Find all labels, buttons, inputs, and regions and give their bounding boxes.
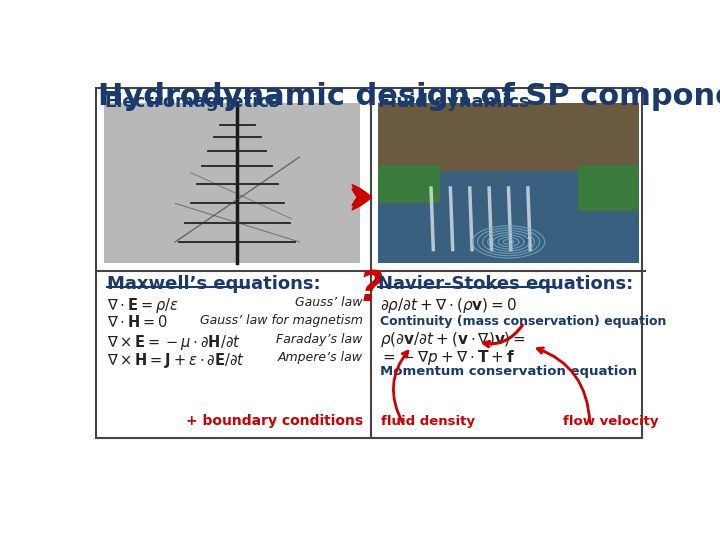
Text: + boundary conditions: + boundary conditions	[186, 414, 363, 428]
Text: $\nabla \times \mathbf{E} = -\mu \cdot \partial\mathbf{H}/\partial t$: $\nabla \times \mathbf{E} = -\mu \cdot \…	[107, 333, 241, 352]
Text: $= -\nabla p + \nabla \cdot \mathbf{T} + \mathbf{f}$: $= -\nabla p + \nabla \cdot \mathbf{T} +…	[380, 348, 515, 367]
FancyBboxPatch shape	[378, 103, 639, 264]
Text: Navier-Stokes equations:: Navier-Stokes equations:	[378, 275, 634, 293]
Text: $\partial\rho/\partial t + \nabla \cdot (\rho\mathbf{v}) = 0$: $\partial\rho/\partial t + \nabla \cdot …	[380, 296, 517, 315]
Text: Momentum conservation equation: Momentum conservation equation	[380, 365, 637, 378]
Text: Ampere’s law: Ampere’s law	[278, 351, 363, 364]
Text: Gauss’ law: Gauss’ law	[295, 296, 363, 309]
Text: Faraday’s law: Faraday’s law	[276, 333, 363, 346]
Text: Fluid dynamics: Fluid dynamics	[378, 93, 530, 111]
Text: Electromagnetics: Electromagnetics	[104, 93, 279, 111]
FancyBboxPatch shape	[378, 171, 639, 264]
Text: $\nabla \cdot \mathbf{E} = \rho/\varepsilon$: $\nabla \cdot \mathbf{E} = \rho/\varepsi…	[107, 296, 179, 315]
Text: flow velocity: flow velocity	[563, 415, 658, 428]
FancyBboxPatch shape	[578, 165, 639, 211]
Text: Hydrodynamic design of SP components: Hydrodynamic design of SP components	[98, 82, 720, 111]
FancyBboxPatch shape	[378, 165, 441, 204]
Text: Gauss’ law for magnetism: Gauss’ law for magnetism	[200, 314, 363, 327]
FancyBboxPatch shape	[96, 88, 642, 438]
Text: Maxwell’s equations:: Maxwell’s equations:	[107, 275, 320, 293]
Text: fluid density: fluid density	[382, 415, 475, 428]
FancyArrowPatch shape	[352, 185, 372, 210]
FancyBboxPatch shape	[104, 103, 360, 264]
Text: Continuity (mass conservation) equation: Continuity (mass conservation) equation	[380, 315, 666, 328]
Text: $\nabla \cdot \mathbf{H} = 0$: $\nabla \cdot \mathbf{H} = 0$	[107, 314, 168, 330]
FancyBboxPatch shape	[378, 103, 639, 188]
Text: ?: ?	[359, 268, 382, 310]
Text: $\rho(\partial\mathbf{v}/\partial t + (\mathbf{v}\cdot\nabla)\mathbf{v})=$: $\rho(\partial\mathbf{v}/\partial t + (\…	[380, 330, 526, 349]
Text: $\nabla \times \mathbf{H} = \mathbf{J} + \varepsilon \cdot \partial\mathbf{E}/\p: $\nabla \times \mathbf{H} = \mathbf{J} +…	[107, 351, 245, 370]
